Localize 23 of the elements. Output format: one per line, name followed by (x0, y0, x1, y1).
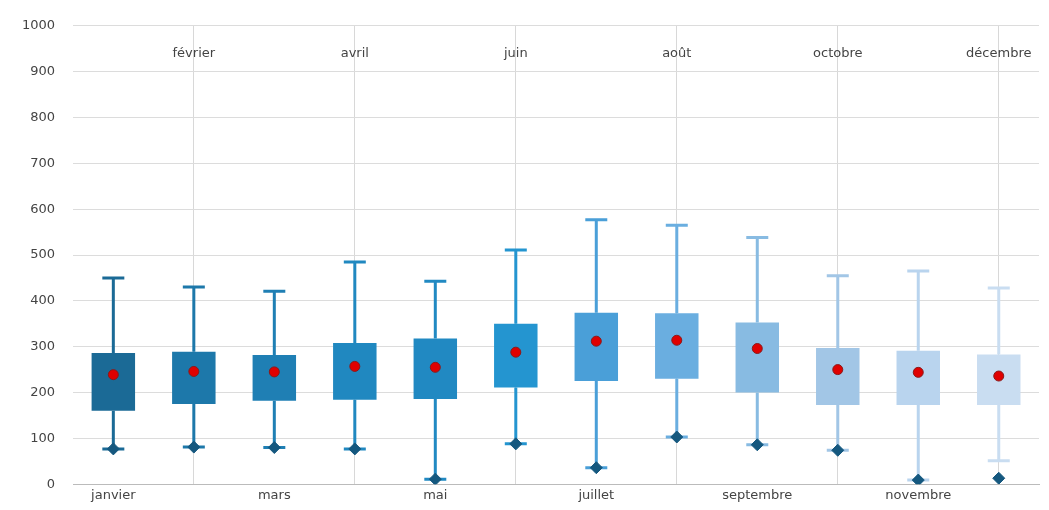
x-tick-label: décembre (966, 45, 1032, 61)
x-tick-label: janvier (90, 487, 137, 503)
x-tick-label: mars (257, 487, 291, 503)
x-tick-label: juin (502, 45, 528, 61)
y-tick-label: 1000 (21, 17, 56, 33)
y-tick-label: 600 (30, 200, 56, 216)
x-tick-label: avril (340, 45, 369, 61)
x-tick-label: août (662, 45, 692, 61)
y-tick-label: 0 (46, 475, 56, 491)
x-tick-label: novembre (885, 487, 952, 503)
y-tick-label: 100 (30, 429, 56, 445)
x-tick-label: septembre (722, 487, 793, 503)
x-tick-label: mai (423, 487, 448, 503)
x-tick-label: octobre (813, 45, 863, 61)
y-tick-label: 800 (30, 108, 56, 124)
y-tick-label: 700 (30, 154, 56, 170)
y-tick-label: 400 (30, 292, 56, 308)
y-tick-label: 300 (30, 338, 56, 354)
x-tick-label: juillet (577, 487, 615, 503)
y-tick-label: 200 (30, 383, 56, 399)
x-tick-label: février (172, 45, 216, 61)
y-tick-label: 900 (30, 63, 56, 79)
y-tick-label: 500 (30, 246, 56, 262)
